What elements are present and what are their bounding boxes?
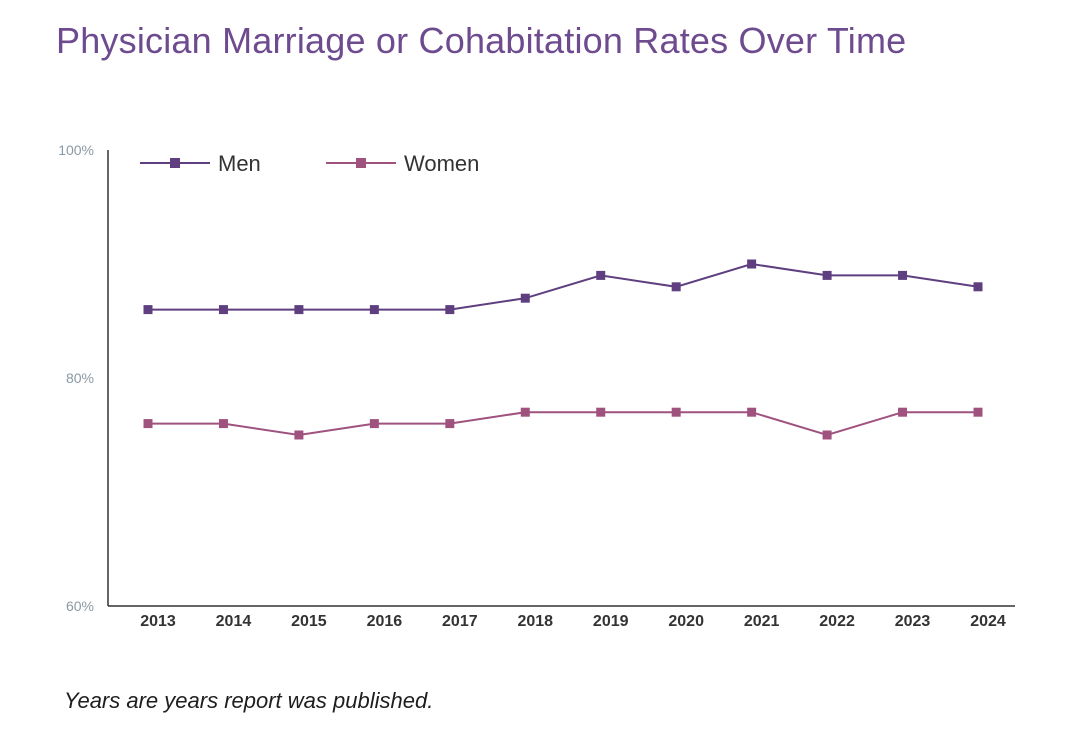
series-women bbox=[143, 407, 983, 440]
data-point-men bbox=[973, 282, 983, 292]
data-point-men bbox=[369, 305, 379, 315]
data-point-men bbox=[218, 305, 228, 315]
data-point-men bbox=[747, 259, 757, 269]
data-point-men bbox=[596, 270, 606, 280]
x-tick-label: 2022 bbox=[819, 613, 855, 630]
data-point-men bbox=[143, 305, 153, 315]
legend-item-men: Men bbox=[140, 151, 261, 176]
x-tick-label: 2024 bbox=[970, 613, 1006, 630]
data-point-women bbox=[898, 407, 908, 417]
data-point-women bbox=[218, 419, 228, 429]
data-point-women bbox=[747, 407, 757, 417]
data-point-women bbox=[143, 419, 153, 429]
x-tick-label: 2019 bbox=[593, 613, 629, 630]
legend-label-women: Women bbox=[404, 151, 479, 176]
x-tick-label: 2014 bbox=[216, 613, 252, 630]
legend: Men Women bbox=[140, 151, 479, 176]
data-point-women bbox=[294, 430, 304, 440]
data-point-men bbox=[445, 305, 455, 315]
data-point-women bbox=[973, 407, 983, 417]
data-point-men bbox=[671, 282, 681, 292]
data-point-women bbox=[369, 419, 379, 429]
footnote: Years are years report was published. bbox=[64, 688, 434, 713]
x-tick-label: 2015 bbox=[291, 613, 327, 630]
data-point-men bbox=[520, 293, 530, 303]
x-tick-label: 2020 bbox=[668, 613, 704, 630]
x-tick-label: 2013 bbox=[140, 613, 176, 630]
x-tick-label: 2018 bbox=[517, 613, 553, 630]
series-men bbox=[143, 259, 983, 315]
y-tick-label: 80% bbox=[66, 370, 94, 386]
data-point-women bbox=[596, 407, 606, 417]
legend-marker-women bbox=[356, 158, 366, 168]
chart-title: Physician Marriage or Cohabitation Rates… bbox=[56, 20, 907, 61]
data-point-women bbox=[445, 419, 455, 429]
series-line-men bbox=[148, 262, 979, 311]
y-tick-label: 100% bbox=[58, 142, 94, 158]
legend-marker-men bbox=[170, 158, 180, 168]
legend-label-men: Men bbox=[218, 151, 261, 176]
chart-axes bbox=[107, 150, 1015, 607]
data-point-men bbox=[294, 305, 304, 315]
x-tick-label: 2023 bbox=[895, 613, 931, 630]
y-tick-label: 60% bbox=[66, 598, 94, 614]
data-point-men bbox=[898, 270, 908, 280]
data-point-women bbox=[671, 407, 681, 417]
series-layer bbox=[143, 259, 983, 440]
x-tick-label: 2021 bbox=[744, 613, 780, 630]
legend-item-women: Women bbox=[326, 151, 479, 176]
y-tick-labels: 60% 80% 100% bbox=[58, 142, 94, 614]
x-tick-label: 2016 bbox=[367, 613, 403, 630]
data-point-women bbox=[822, 430, 832, 440]
x-tick-label: 2017 bbox=[442, 613, 478, 630]
data-point-men bbox=[822, 270, 832, 280]
series-line-women bbox=[148, 411, 978, 437]
x-tick-labels: 2013 2014 2015 2016 2017 2018 2019 2020 2021 2022… bbox=[140, 613, 1006, 630]
data-point-women bbox=[520, 407, 530, 417]
